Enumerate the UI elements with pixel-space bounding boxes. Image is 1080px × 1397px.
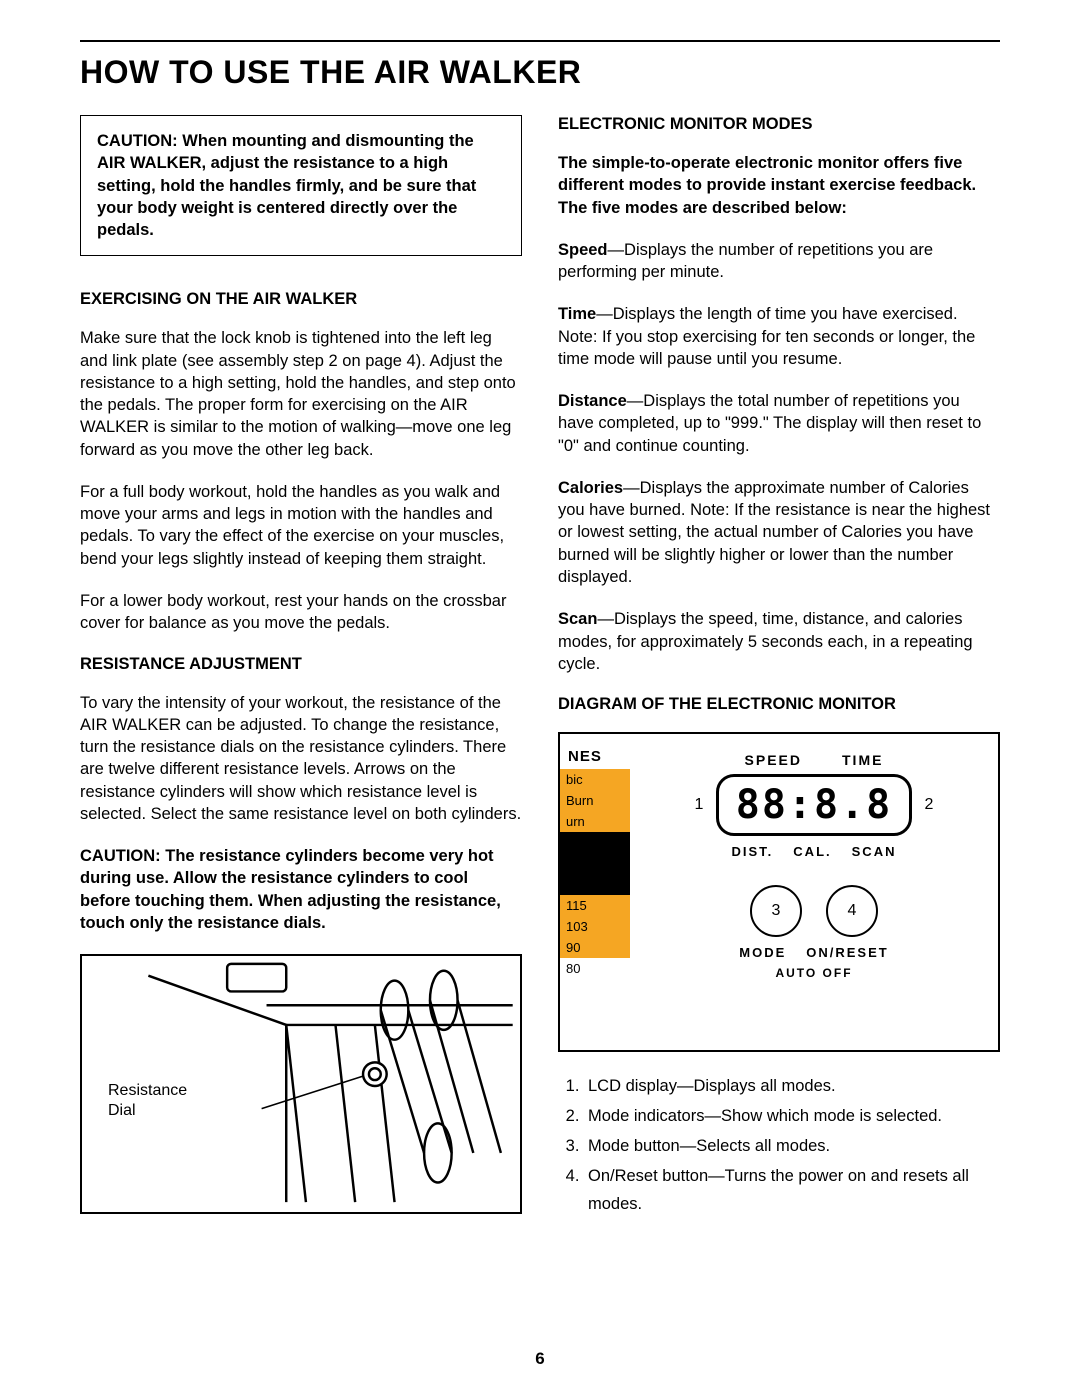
right-column: ELECTRONIC MONITOR MODES The simple-to-o… <box>558 115 1000 1220</box>
section-head-monitor-modes: ELECTRONIC MONITOR MODES <box>558 115 1000 134</box>
monitor-left-row: 90 <box>560 937 630 958</box>
monitor-intro: The simple-to-operate electronic monitor… <box>558 152 1000 219</box>
mode-speed: Speed—Displays the number of repetitions… <box>558 239 1000 284</box>
monitor-legend: LCD display—Displays all modes. Mode ind… <box>558 1072 1000 1218</box>
section-head-diagram: DIAGRAM OF THE ELECTRONIC MONITOR <box>558 695 1000 714</box>
monitor-left-row <box>560 832 630 853</box>
mode-calories: Calories—Displays the approximate number… <box>558 477 1000 588</box>
on-reset-button[interactable]: 4 <box>826 885 878 937</box>
callout-2: 2 <box>920 796 938 814</box>
monitor-left-row <box>560 853 630 874</box>
monitor-left-row: 115 <box>560 895 630 916</box>
indicator-scan: SCAN <box>852 844 897 859</box>
caution-box: CAUTION: When mounting and dismounting t… <box>80 115 522 256</box>
mode-button[interactable]: 3 <box>750 885 802 937</box>
indicator-speed: SPEED <box>745 752 802 768</box>
callout-1: 1 <box>690 796 708 814</box>
left-column: CAUTION: When mounting and dismounting t… <box>80 115 522 1220</box>
mode-distance: Distance—Displays the total number of re… <box>558 390 1000 457</box>
indicator-dist: DIST. <box>732 844 774 859</box>
lcd-display: 88:8.8 <box>716 774 912 836</box>
body-text: For a full body workout, hold the handle… <box>80 481 522 570</box>
monitor-left-strip: NES bicBurnurn 1151039080 <box>560 734 630 1050</box>
label-onreset: ON/RESET <box>806 945 888 960</box>
monitor-left-row: bic <box>560 769 630 790</box>
label-mode: MODE <box>739 945 786 960</box>
legend-item: Mode button—Selects all modes. <box>584 1132 1000 1160</box>
monitor-figure: NES bicBurnurn 1151039080 SPEED TIME 1 88… <box>558 732 1000 1052</box>
page-title: HOW TO USE THE AIR WALKER <box>80 54 1000 91</box>
label-auto-off: AUTO OFF <box>648 966 980 980</box>
section-head-resistance: RESISTANCE ADJUSTMENT <box>80 655 522 674</box>
legend-item: On/Reset button—Turns the power on and r… <box>584 1162 1000 1218</box>
page-number: 6 <box>0 1349 1080 1369</box>
monitor-left-row: urn <box>560 811 630 832</box>
legend-item: LCD display—Displays all modes. <box>584 1072 1000 1100</box>
mode-time: Time—Displays the length of time you hav… <box>558 303 1000 370</box>
mode-scan: Scan—Displays the speed, time, distance,… <box>558 608 1000 675</box>
monitor-left-row: 103 <box>560 916 630 937</box>
resistance-dial-label: ResistanceDial <box>108 1081 187 1121</box>
body-text: For a lower body workout, rest your hand… <box>80 590 522 635</box>
monitor-left-row: 80 <box>560 958 630 979</box>
indicator-time: TIME <box>842 752 883 768</box>
legend-item: Mode indicators—Show which mode is selec… <box>584 1102 1000 1130</box>
section-head-exercising: EXERCISING ON THE AIR WALKER <box>80 290 522 309</box>
caution-text: CAUTION: When mounting and dismounting t… <box>97 130 505 241</box>
monitor-left-row <box>560 874 630 895</box>
resistance-caution: CAUTION: The resistance cylinders become… <box>80 845 522 934</box>
monitor-face: SPEED TIME 1 88:8.8 2 DIST. CAL. SCAN <box>630 734 998 1050</box>
resistance-figure: ResistanceDial <box>80 954 522 1214</box>
body-text: To vary the intensity of your workout, t… <box>80 692 522 826</box>
monitor-left-title: NES <box>560 748 630 765</box>
indicator-cal: CAL. <box>793 844 831 859</box>
monitor-left-row: Burn <box>560 790 630 811</box>
body-text: Make sure that the lock knob is tightene… <box>80 327 522 461</box>
